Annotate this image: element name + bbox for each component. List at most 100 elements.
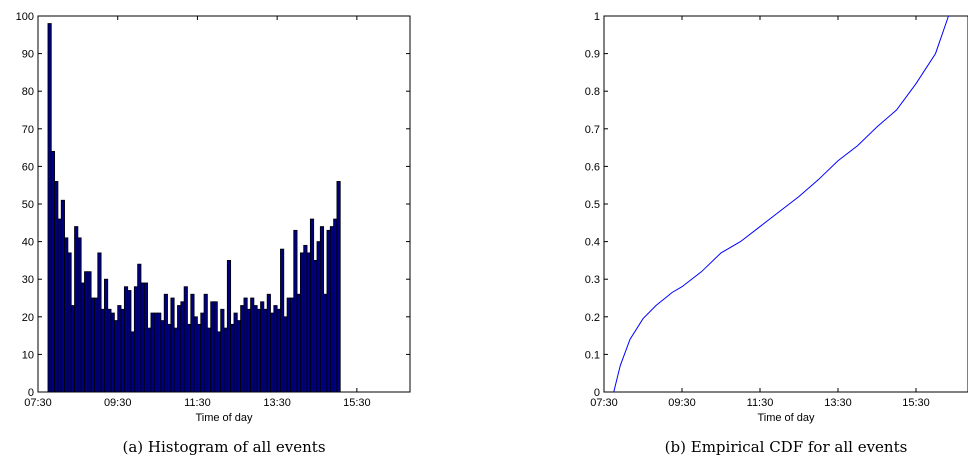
histogram-bar xyxy=(223,327,228,393)
histogram-bar xyxy=(243,297,248,393)
histogram-bar xyxy=(123,286,129,393)
cdf-caption: (b) Empirical CDF for all events xyxy=(665,438,908,456)
histogram-bar xyxy=(170,297,175,393)
x-tick-label: 11:30 xyxy=(747,397,774,409)
x-tick-label: 09:30 xyxy=(668,397,696,409)
histogram-bar xyxy=(77,237,82,393)
histogram-bar xyxy=(94,297,99,393)
histogram-bar xyxy=(216,331,222,393)
y-tick-label: 0.6 xyxy=(585,161,600,173)
histogram-bar xyxy=(303,244,308,393)
histogram-bar xyxy=(57,218,62,393)
x-tick-label: 07:30 xyxy=(590,397,618,409)
histogram-bar xyxy=(80,282,85,393)
histogram-bar xyxy=(60,199,65,393)
histogram-bar xyxy=(130,331,135,393)
y-tick-label: 40 xyxy=(22,237,34,249)
histogram-bar xyxy=(104,278,109,393)
histogram-bar xyxy=(336,181,341,393)
y-tick-label: 0.2 xyxy=(585,312,600,324)
histogram-bar xyxy=(283,316,288,393)
histogram-bar xyxy=(276,308,281,393)
histogram-bar xyxy=(90,297,95,393)
histogram-bar xyxy=(67,252,72,393)
y-tick-label: 20 xyxy=(22,312,34,324)
x-tick-label: 15:30 xyxy=(902,397,930,409)
histogram-bar xyxy=(210,301,215,393)
y-tick-label: 70 xyxy=(22,124,34,136)
histogram-bar xyxy=(163,293,168,393)
x-tick-label: 15:30 xyxy=(343,397,371,409)
histogram-bar xyxy=(290,297,295,393)
histogram-bar xyxy=(173,327,178,393)
histogram-bar xyxy=(306,252,311,393)
cdf-ticks: 0 0.1 0.2 0.3 0.4 0.5 0.6 0.7 0.8 0.9 1 07:30 09:30 1… xyxy=(585,11,930,409)
histogram-bar xyxy=(177,305,182,393)
histogram-bar xyxy=(150,312,155,393)
histogram-bar xyxy=(273,305,278,393)
histogram-bar xyxy=(133,286,139,393)
y-tick-label: 50 xyxy=(22,199,34,211)
histogram-bar xyxy=(120,308,125,393)
histogram-bar xyxy=(253,305,258,393)
y-tick-label: 10 xyxy=(22,349,34,361)
x-tick-label: 09:30 xyxy=(104,397,132,409)
histogram-x-axis-label: Time of day xyxy=(195,412,253,424)
histogram-bar xyxy=(329,226,335,393)
y-tick-label: 0.5 xyxy=(585,199,600,211)
y-tick-label: 0 xyxy=(28,387,34,399)
histogram-bar xyxy=(266,293,271,393)
histogram-bar xyxy=(187,323,192,393)
histogram-bar xyxy=(147,327,152,393)
y-tick-label: 0.1 xyxy=(585,349,600,361)
histogram-bar xyxy=(160,320,165,393)
histogram-bar xyxy=(113,320,119,393)
histogram-bar xyxy=(127,290,132,393)
y-tick-label: 100 xyxy=(16,11,34,23)
y-tick-label: 0.3 xyxy=(585,274,600,286)
histogram-bar xyxy=(84,271,89,393)
histogram-bar xyxy=(286,297,291,393)
histogram-bar xyxy=(64,237,69,393)
histogram-bar xyxy=(270,312,275,393)
histogram-bar xyxy=(74,226,79,393)
histogram-bar xyxy=(263,308,268,393)
histogram-bar xyxy=(183,286,188,393)
histogram-bar xyxy=(213,301,218,393)
histogram-bar xyxy=(319,226,325,393)
histogram-bar xyxy=(296,293,301,393)
histogram-bar xyxy=(316,241,321,393)
histogram-bar xyxy=(97,252,102,393)
histogram-bar xyxy=(246,308,251,393)
histogram-bar xyxy=(47,23,52,393)
y-tick-label: 90 xyxy=(22,49,34,61)
y-tick-label: 60 xyxy=(22,161,34,173)
histogram-bar xyxy=(117,305,122,393)
histogram-bar xyxy=(230,323,235,393)
histogram-bar xyxy=(236,320,242,393)
histogram-bar xyxy=(233,312,238,393)
histogram-bar xyxy=(167,323,172,393)
histogram-bar xyxy=(293,229,298,393)
cdf-series-line xyxy=(613,15,949,393)
histogram-bar xyxy=(87,271,92,393)
x-tick-label: 11:30 xyxy=(184,397,211,409)
histogram-bar xyxy=(203,293,208,393)
histogram-bar xyxy=(326,229,331,393)
histogram-bar xyxy=(323,293,328,393)
histogram-bar xyxy=(153,312,158,393)
histogram-bar xyxy=(107,308,112,393)
histogram-bar xyxy=(220,308,225,393)
histogram-bar xyxy=(197,323,202,393)
histogram-bar xyxy=(100,308,105,393)
histogram-bar xyxy=(180,301,185,393)
y-tick-label: 30 xyxy=(22,274,34,286)
histogram-bar xyxy=(110,312,115,393)
y-tick-label: 0.9 xyxy=(585,49,600,61)
y-tick-label: 80 xyxy=(22,86,34,98)
histogram-bar xyxy=(226,259,232,393)
y-tick-label: 0.7 xyxy=(585,124,600,136)
histogram-bar xyxy=(333,218,338,393)
histogram-bar xyxy=(157,312,162,393)
